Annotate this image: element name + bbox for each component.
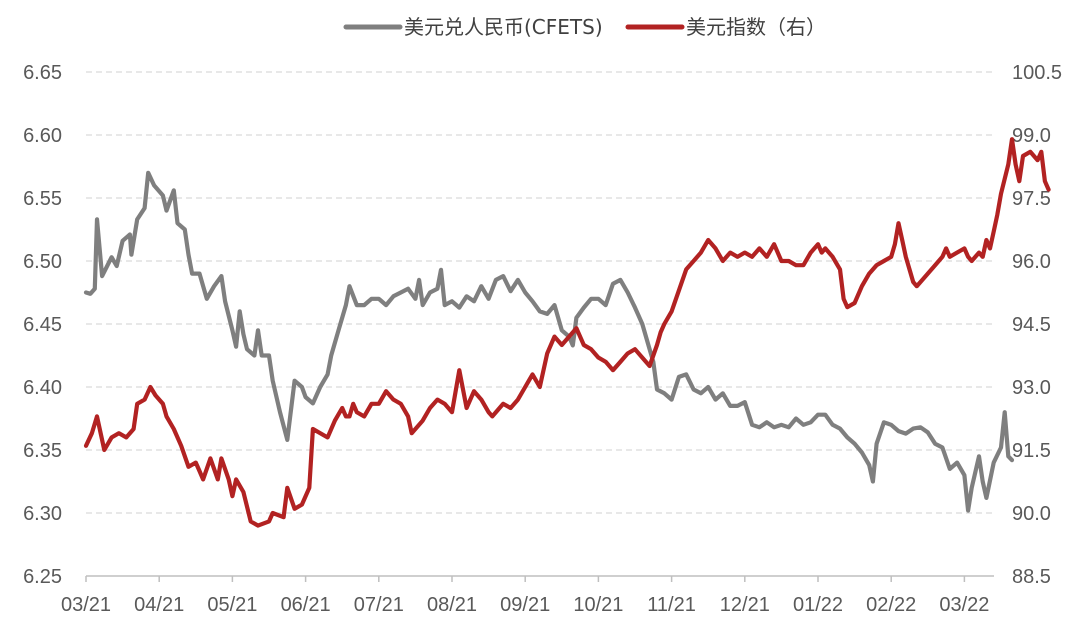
x-tick-label: 12/21 bbox=[720, 594, 770, 616]
x-tick-label: 01/22 bbox=[793, 594, 843, 616]
usdcny-line bbox=[83, 170, 1015, 513]
x-tick-label: 08/21 bbox=[427, 594, 477, 616]
x-tick-label: 05/21 bbox=[207, 594, 257, 616]
legend: 美元兑人民币(CFETS) 美元指数（右） bbox=[343, 15, 826, 39]
y-left-tick-label: 6.30 bbox=[23, 503, 62, 525]
x-tick-label: 03/21 bbox=[61, 594, 111, 616]
x-tick-label: 07/21 bbox=[354, 594, 404, 616]
y-right-tick-label: 100.5 bbox=[1012, 62, 1062, 84]
dollar-index-line bbox=[83, 137, 1051, 528]
y-left-tick-label: 6.60 bbox=[23, 125, 62, 147]
x-tick-label: 02/22 bbox=[866, 594, 916, 616]
y-right-tick-label: 94.5 bbox=[1012, 314, 1051, 336]
x-tick-label: 10/21 bbox=[573, 594, 623, 616]
legend-label: 美元兑人民币(CFETS) bbox=[404, 15, 603, 39]
y-right-tick-label: 99.0 bbox=[1012, 125, 1051, 147]
y-right-tick-label: 90.0 bbox=[1012, 503, 1051, 525]
y-right-tick-label: 96.0 bbox=[1012, 251, 1051, 273]
y-right-tick-label: 97.5 bbox=[1012, 188, 1051, 210]
x-tick-label: 09/21 bbox=[500, 594, 550, 616]
y-left-tick-label: 6.35 bbox=[23, 440, 62, 462]
x-tick-label: 04/21 bbox=[134, 594, 184, 616]
y-left-tick-label: 6.40 bbox=[23, 377, 62, 399]
y-left-tick-label: 6.45 bbox=[23, 314, 62, 336]
y-left-tick-label: 6.50 bbox=[23, 251, 62, 273]
y-axis-right: 88.5 90.0 91.5 93.0 94.5 96.0 97.5 99.0 100.5 bbox=[1012, 62, 1062, 588]
x-axis: 03/21 04/21 05/21 06/21 07/21 08/21 09/21 10/21… bbox=[61, 575, 994, 616]
y-left-tick-label: 6.55 bbox=[23, 188, 62, 210]
x-tick-label: 11/21 bbox=[647, 594, 696, 616]
x-tick-label: 06/21 bbox=[281, 594, 331, 616]
y-right-tick-label: 93.0 bbox=[1012, 377, 1051, 399]
y-left-tick-label: 6.65 bbox=[23, 62, 62, 84]
y-right-tick-label: 88.5 bbox=[1012, 566, 1051, 588]
x-tick-label: 03/22 bbox=[939, 594, 989, 616]
y-right-tick-label: 91.5 bbox=[1012, 440, 1051, 462]
series-lines bbox=[83, 137, 1051, 528]
y-left-tick-label: 6.25 bbox=[23, 566, 62, 588]
y-axis-left: 6.25 6.30 6.35 6.40 6.45 6.50 6.55 6.60 6.65 bbox=[23, 62, 62, 588]
legend-label: 美元指数（右） bbox=[686, 15, 826, 39]
